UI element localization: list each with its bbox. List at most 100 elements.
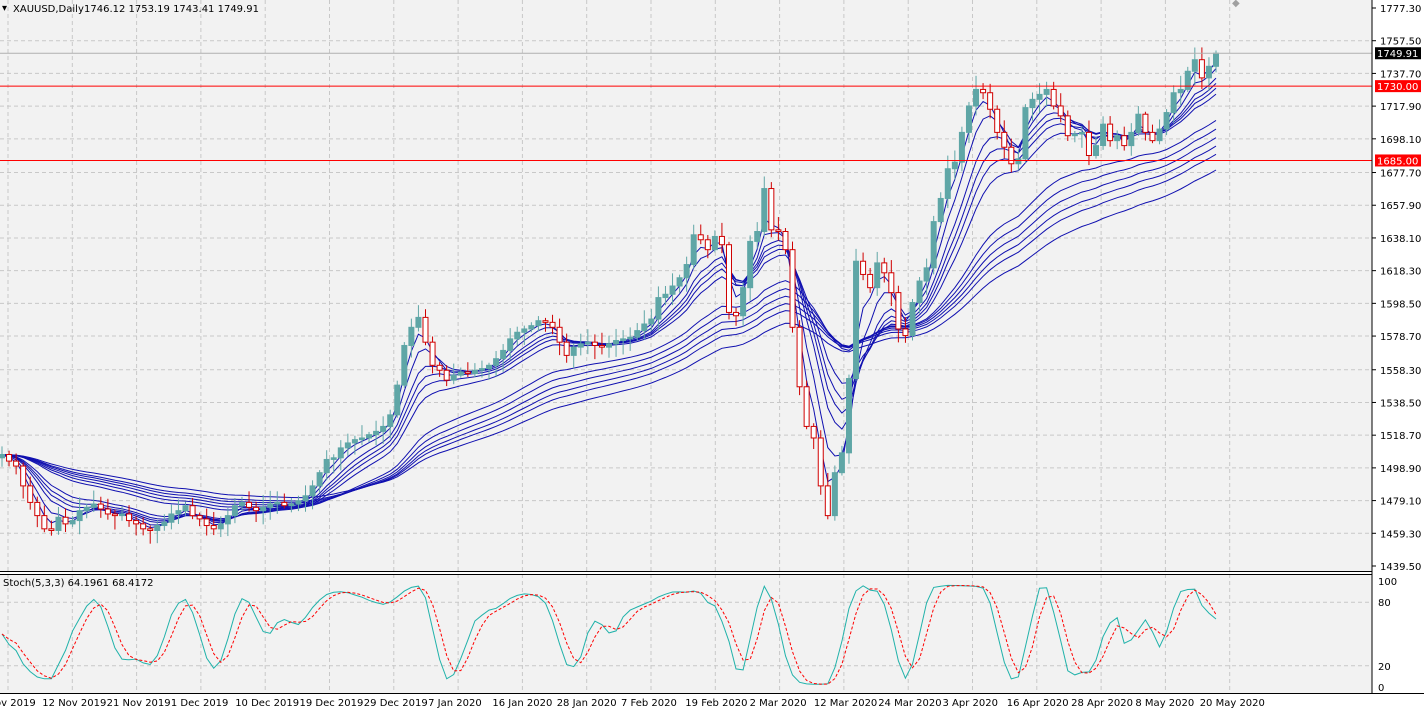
candle-body bbox=[958, 131, 965, 163]
candle-body bbox=[387, 414, 394, 427]
candle-body bbox=[987, 92, 994, 110]
candle-body bbox=[613, 340, 620, 345]
candle-body bbox=[1205, 65, 1212, 79]
date-axis-label: 1 Dec 2019 bbox=[171, 698, 229, 709]
candle-body bbox=[909, 302, 916, 337]
candle-body bbox=[1036, 93, 1043, 100]
candle-body bbox=[1177, 88, 1184, 94]
stoch-axis-label: 100 bbox=[1378, 577, 1397, 588]
candle-body bbox=[577, 343, 584, 348]
candle-body bbox=[457, 371, 464, 376]
candle-body bbox=[0, 453, 5, 459]
candle-body bbox=[1078, 131, 1085, 135]
price-axis-label: 1717.90 bbox=[1380, 102, 1421, 113]
candle-body bbox=[634, 330, 641, 338]
price-axis-label: 1578.70 bbox=[1380, 332, 1421, 343]
moving-average-line bbox=[1, 137, 1217, 506]
date-axis-label: 12 Mar 2020 bbox=[814, 698, 877, 709]
candle-body bbox=[528, 325, 535, 330]
candle-body bbox=[570, 346, 577, 356]
stoch-axis-label: 80 bbox=[1378, 598, 1391, 609]
price-axis-label: 1439.50 bbox=[1380, 562, 1421, 573]
candle-body bbox=[627, 336, 634, 340]
moving-average-line bbox=[1, 145, 1217, 504]
candle-body bbox=[34, 501, 41, 517]
candle-body bbox=[323, 458, 330, 474]
candle-body bbox=[1043, 88, 1050, 95]
date-axis-label: 8 May 2020 bbox=[1135, 698, 1194, 709]
candle-body bbox=[810, 425, 817, 439]
candle-body bbox=[478, 368, 485, 371]
candle-body bbox=[90, 503, 97, 508]
stoch-axis-label: 20 bbox=[1378, 662, 1391, 673]
price-axis-label: 1518.70 bbox=[1380, 431, 1421, 442]
date-axis-label: 2 Mar 2020 bbox=[750, 698, 807, 709]
candle-body bbox=[754, 230, 761, 242]
date-axis-label: 24 Mar 2020 bbox=[878, 698, 941, 709]
candle-body bbox=[267, 503, 274, 508]
candle-body bbox=[916, 280, 923, 304]
candle-body bbox=[733, 311, 740, 317]
candle-body bbox=[1093, 145, 1100, 157]
candle-body bbox=[295, 500, 302, 505]
candle-body bbox=[951, 161, 958, 170]
candle-body bbox=[944, 168, 951, 199]
candle-body bbox=[1128, 131, 1135, 147]
stoch-signal-line bbox=[1, 584, 1217, 685]
candle-body bbox=[803, 386, 810, 427]
candle-body bbox=[443, 369, 450, 381]
chart-menu-icon[interactable]: ▾ bbox=[2, 3, 7, 14]
candle-body bbox=[796, 326, 803, 388]
candle-body bbox=[62, 516, 69, 525]
price-axis-label: 1737.70 bbox=[1380, 69, 1421, 80]
candle-body bbox=[1008, 146, 1015, 165]
candle-body bbox=[1156, 128, 1163, 142]
date-axis-label: 21 Nov 2019 bbox=[107, 698, 171, 709]
candle-body bbox=[48, 528, 55, 531]
candle-body bbox=[1149, 131, 1156, 142]
candle-body bbox=[351, 439, 358, 444]
candle-body bbox=[1213, 52, 1219, 67]
candle-body bbox=[973, 88, 980, 107]
candle-body bbox=[55, 516, 62, 531]
date-axis-label: 29 Dec 2019 bbox=[364, 698, 428, 709]
candle-body bbox=[408, 326, 415, 346]
candlesticks bbox=[0, 47, 1219, 544]
chart-shift-marker-icon[interactable]: ◆ bbox=[1232, 0, 1240, 9]
candle-body bbox=[902, 328, 909, 337]
candle-body bbox=[521, 328, 528, 333]
candle-body bbox=[274, 501, 281, 505]
candle-body bbox=[253, 506, 260, 512]
candle-body bbox=[168, 513, 175, 523]
candle-body bbox=[1107, 123, 1114, 142]
candle-body bbox=[450, 374, 457, 381]
candle-body bbox=[930, 221, 937, 269]
candle-body bbox=[401, 344, 408, 386]
current-price-label: 1749.91 bbox=[1377, 49, 1418, 60]
candle-body bbox=[203, 518, 210, 527]
candle-body bbox=[690, 234, 697, 266]
candle-body bbox=[867, 273, 874, 289]
candle-body bbox=[246, 501, 253, 508]
candle-body bbox=[994, 108, 1001, 133]
date-axis-label: 3 Nov 2019 bbox=[0, 698, 36, 709]
candle-body bbox=[118, 513, 125, 517]
candle-body bbox=[1050, 88, 1057, 107]
candle-body bbox=[641, 323, 648, 332]
candle-body bbox=[845, 378, 852, 454]
candle-body bbox=[260, 506, 267, 512]
candle-body bbox=[824, 485, 831, 517]
chart-header-symbol: XAUUSD,Daily bbox=[13, 4, 84, 15]
date-axis-label: 7 Jan 2020 bbox=[428, 698, 482, 709]
candle-body bbox=[1029, 98, 1036, 109]
candle-body bbox=[514, 331, 521, 340]
stoch-axis-label: 0 bbox=[1378, 683, 1384, 694]
level-price-tag bbox=[1375, 80, 1421, 93]
candle-body bbox=[683, 264, 690, 279]
candle-body bbox=[1163, 112, 1170, 130]
candle-body bbox=[316, 472, 323, 487]
level-price-tag bbox=[1375, 154, 1421, 167]
level-price-label: 1685.00 bbox=[1377, 156, 1418, 167]
